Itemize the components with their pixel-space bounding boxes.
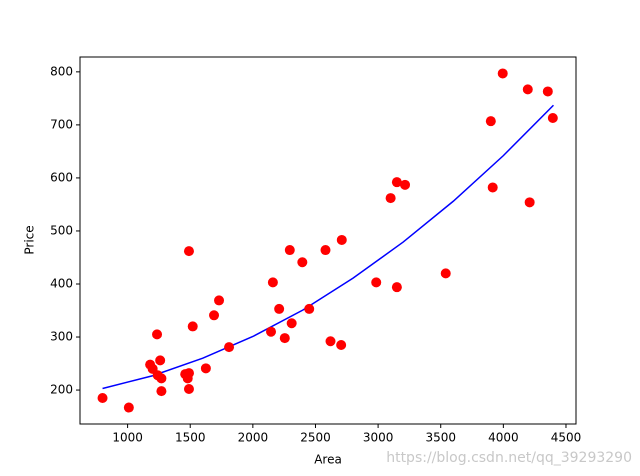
data-point bbox=[200, 363, 211, 374]
data-point bbox=[156, 386, 167, 397]
data-point bbox=[371, 277, 382, 288]
data-point bbox=[183, 383, 194, 394]
y-tick-label: 600 bbox=[50, 170, 73, 184]
x-tick-label: 2500 bbox=[300, 431, 331, 445]
x-tick-label: 2000 bbox=[238, 431, 269, 445]
plot-frame bbox=[79, 56, 577, 425]
y-tick-label: 800 bbox=[50, 64, 73, 78]
data-point bbox=[320, 245, 331, 256]
data-point bbox=[385, 193, 396, 204]
data-point bbox=[267, 277, 278, 288]
data-point bbox=[391, 177, 402, 188]
x-tick-label: 4500 bbox=[551, 431, 582, 445]
data-point bbox=[547, 112, 558, 123]
y-tick-label: 300 bbox=[50, 330, 73, 344]
x-tick-label: 3000 bbox=[363, 431, 394, 445]
watermark: https://blog.csdn.net/qq_39293290 bbox=[386, 450, 632, 466]
data-point bbox=[97, 393, 108, 404]
data-point bbox=[155, 355, 166, 366]
x-tick-label: 1500 bbox=[175, 431, 206, 445]
data-point bbox=[187, 321, 198, 332]
data-point bbox=[487, 182, 498, 193]
data-point bbox=[156, 373, 167, 384]
data-point bbox=[279, 333, 290, 344]
data-point bbox=[286, 318, 297, 329]
x-axis-label: Area bbox=[314, 453, 342, 467]
data-point bbox=[224, 342, 235, 353]
data-point bbox=[214, 295, 225, 306]
data-point bbox=[152, 329, 163, 340]
data-point bbox=[524, 197, 535, 208]
x-tick-label: 1000 bbox=[112, 431, 143, 445]
data-point bbox=[183, 368, 194, 379]
data-point bbox=[485, 116, 496, 127]
data-point bbox=[497, 68, 508, 79]
data-point bbox=[440, 268, 451, 279]
data-point bbox=[183, 246, 194, 257]
data-point bbox=[123, 402, 134, 413]
data-point bbox=[297, 257, 308, 268]
data-point bbox=[336, 234, 347, 245]
data-point bbox=[325, 336, 336, 347]
y-tick-label: 500 bbox=[50, 223, 73, 237]
data-point bbox=[522, 84, 533, 95]
y-axis-label: Price bbox=[23, 225, 37, 254]
data-point bbox=[266, 326, 277, 337]
y-tick-label: 200 bbox=[50, 383, 73, 397]
data-point bbox=[391, 282, 402, 293]
data-point bbox=[284, 245, 295, 256]
data-point bbox=[209, 310, 220, 321]
y-tick-label: 400 bbox=[50, 276, 73, 290]
fit-line bbox=[102, 104, 554, 390]
data-point bbox=[542, 86, 553, 97]
data-point bbox=[400, 179, 411, 190]
data-point bbox=[304, 303, 315, 314]
data-point bbox=[274, 303, 285, 314]
y-tick-label: 700 bbox=[50, 117, 73, 131]
data-point bbox=[336, 339, 347, 350]
x-tick-label: 3500 bbox=[425, 431, 456, 445]
x-tick-label: 4000 bbox=[488, 431, 519, 445]
